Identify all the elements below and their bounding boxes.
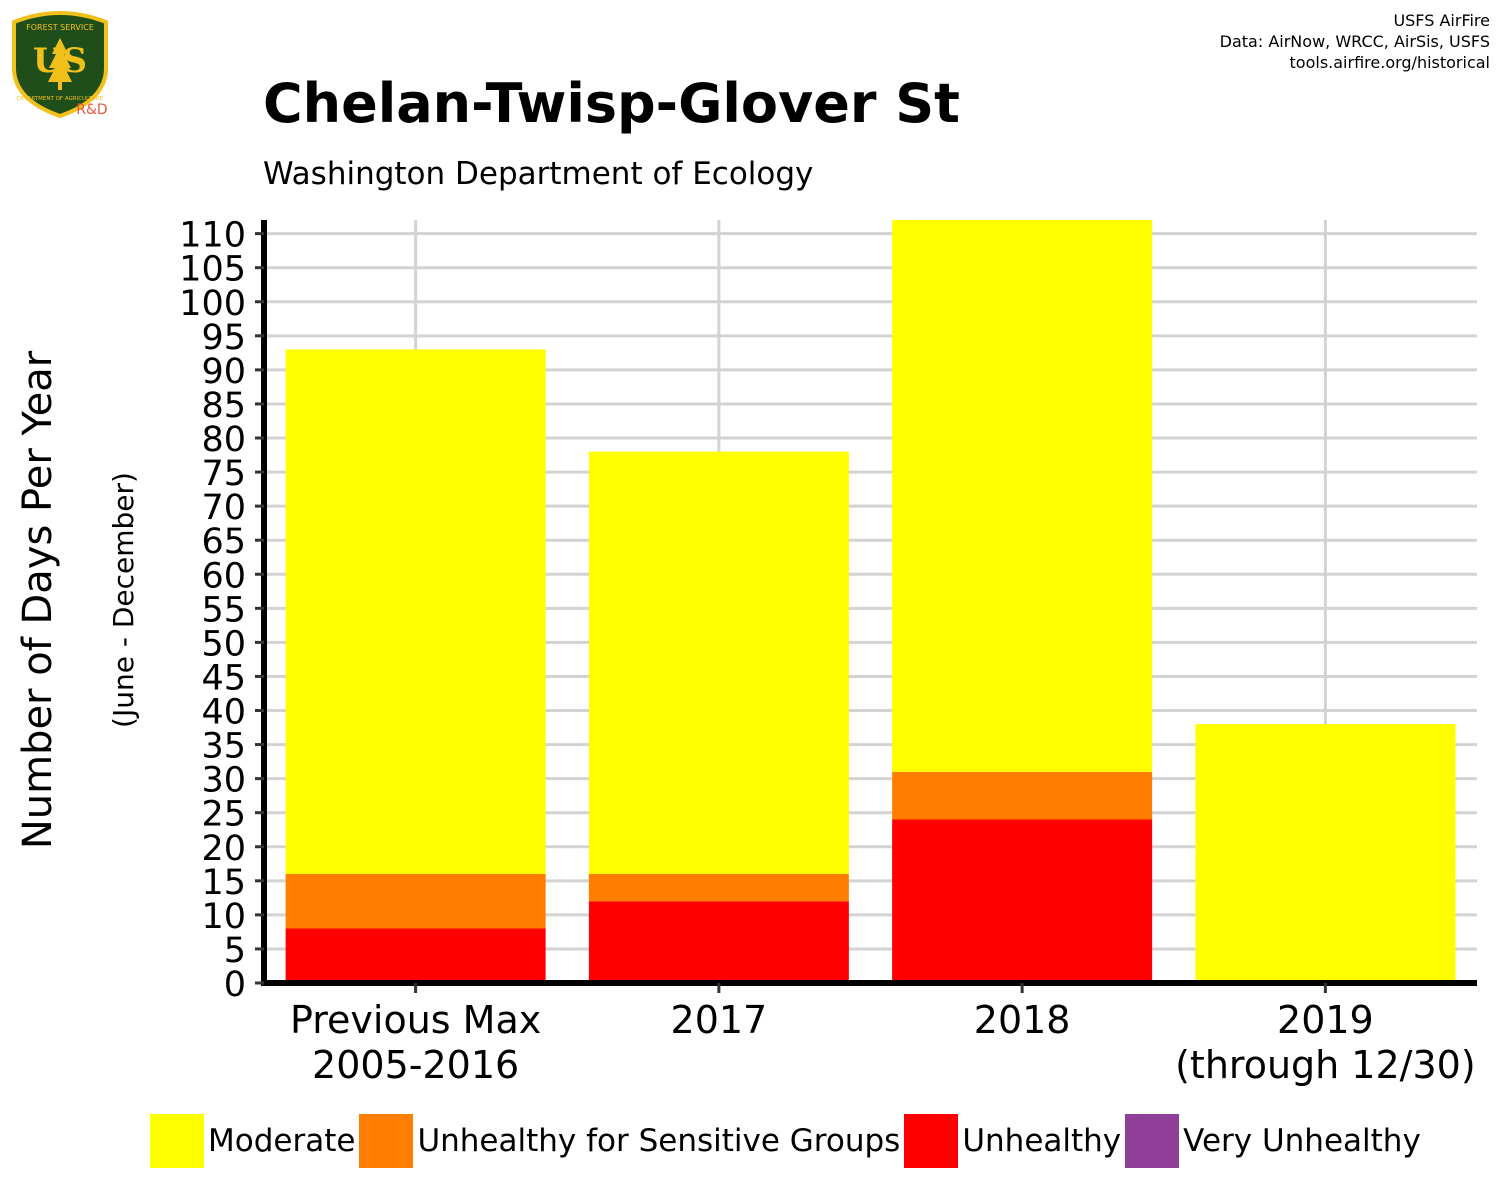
y-tick-label: 95: [201, 318, 246, 358]
bar-unhealthy-for-sensitive-groups: [285, 874, 546, 929]
x-tick-label: (through 12/30): [1175, 1043, 1476, 1087]
chart-subtitle: Washington Department of Ecology: [263, 156, 814, 192]
y-tick-label: 75: [201, 454, 246, 494]
legend: Moderate Unhealthy for Sensitive Groups Un…: [150, 1114, 1425, 1168]
y-tick-label: 100: [179, 284, 246, 324]
legend-swatch: [359, 1114, 414, 1168]
legend-swatch: [904, 1114, 959, 1168]
y-tick-label: 110: [179, 216, 246, 256]
y-tick-label: 45: [201, 658, 246, 698]
bar-moderate: [1195, 724, 1456, 983]
x-tick-label: 2019: [1277, 998, 1374, 1042]
y-tick-label: 70: [201, 488, 246, 528]
bar-unhealthy: [892, 819, 1153, 981]
usfs-logo: FOREST SERVICE US DEPARTMENT OF AGRICULT…: [12, 11, 108, 118]
credit-data: Data: AirNow, WRCC, AirSis, USFS: [1219, 32, 1490, 51]
y-tick-label: 60: [201, 556, 246, 596]
legend-label: Unhealthy for Sensitive Groups: [417, 1123, 901, 1159]
legend-label: Very Unhealthy: [1183, 1123, 1421, 1159]
y-tick-label: 5: [224, 931, 246, 971]
legend-swatch: [1125, 1114, 1180, 1168]
y-tick-label: 10: [201, 897, 246, 937]
legend-item: Unhealthy for Sensitive Groups: [359, 1114, 900, 1168]
y-tick-label: 105: [179, 250, 246, 290]
y-tick-label: 0: [224, 965, 246, 1005]
bar-unhealthy: [285, 928, 546, 983]
legend-item: Very Unhealthy: [1125, 1114, 1421, 1168]
bar-unhealthy: [588, 901, 849, 983]
y-tick-label: 30: [201, 761, 246, 801]
credit-url: tools.airfire.org/historical: [1289, 53, 1490, 72]
credits: USFS AirFire Data: AirNow, WRCC, AirSis,…: [1220, 10, 1490, 73]
y-tick-label: 35: [201, 727, 246, 767]
legend-item: Moderate: [150, 1114, 355, 1168]
y-tick-label: 65: [201, 522, 246, 562]
y-tick-label: 80: [201, 420, 246, 460]
x-tick-label: 2017: [671, 998, 768, 1042]
y-tick-label: 50: [201, 624, 246, 664]
x-tick-label: 2018: [974, 998, 1071, 1042]
x-tick-label: 2005-2016: [312, 1043, 519, 1087]
x-tick-label: Previous Max: [290, 998, 541, 1042]
bar-unhealthy-for-sensitive-groups: [892, 771, 1153, 820]
y-tick-label: 40: [201, 693, 246, 733]
logo-top-text: FOREST SERVICE: [26, 23, 94, 32]
legend-label: Unhealthy: [962, 1123, 1122, 1159]
y-tick-label: 85: [201, 386, 246, 426]
bar-moderate: [285, 349, 546, 874]
chart-title: Chelan-Twisp-Glover St: [263, 72, 960, 135]
legend-swatch: [150, 1114, 204, 1168]
legend-label: Moderate: [208, 1123, 356, 1159]
y-tick-label: 20: [201, 829, 246, 869]
y-tick-label: 25: [201, 795, 246, 835]
y-tick-label: 90: [201, 352, 246, 392]
credit-source: USFS AirFire: [1393, 11, 1490, 30]
logo-bottom-text: DEPARTMENT OF AGRICULTURE: [17, 96, 104, 102]
bar-moderate: [588, 451, 849, 874]
bar-unhealthy-for-sensitive-groups: [588, 874, 849, 902]
y-tick-label: 15: [201, 863, 246, 903]
rd-badge: R&D: [76, 102, 107, 118]
y-tick-label: 55: [201, 590, 246, 630]
bar-moderate: [892, 220, 1153, 772]
legend-item: Unhealthy: [904, 1114, 1121, 1168]
tree-icon: [48, 38, 72, 90]
